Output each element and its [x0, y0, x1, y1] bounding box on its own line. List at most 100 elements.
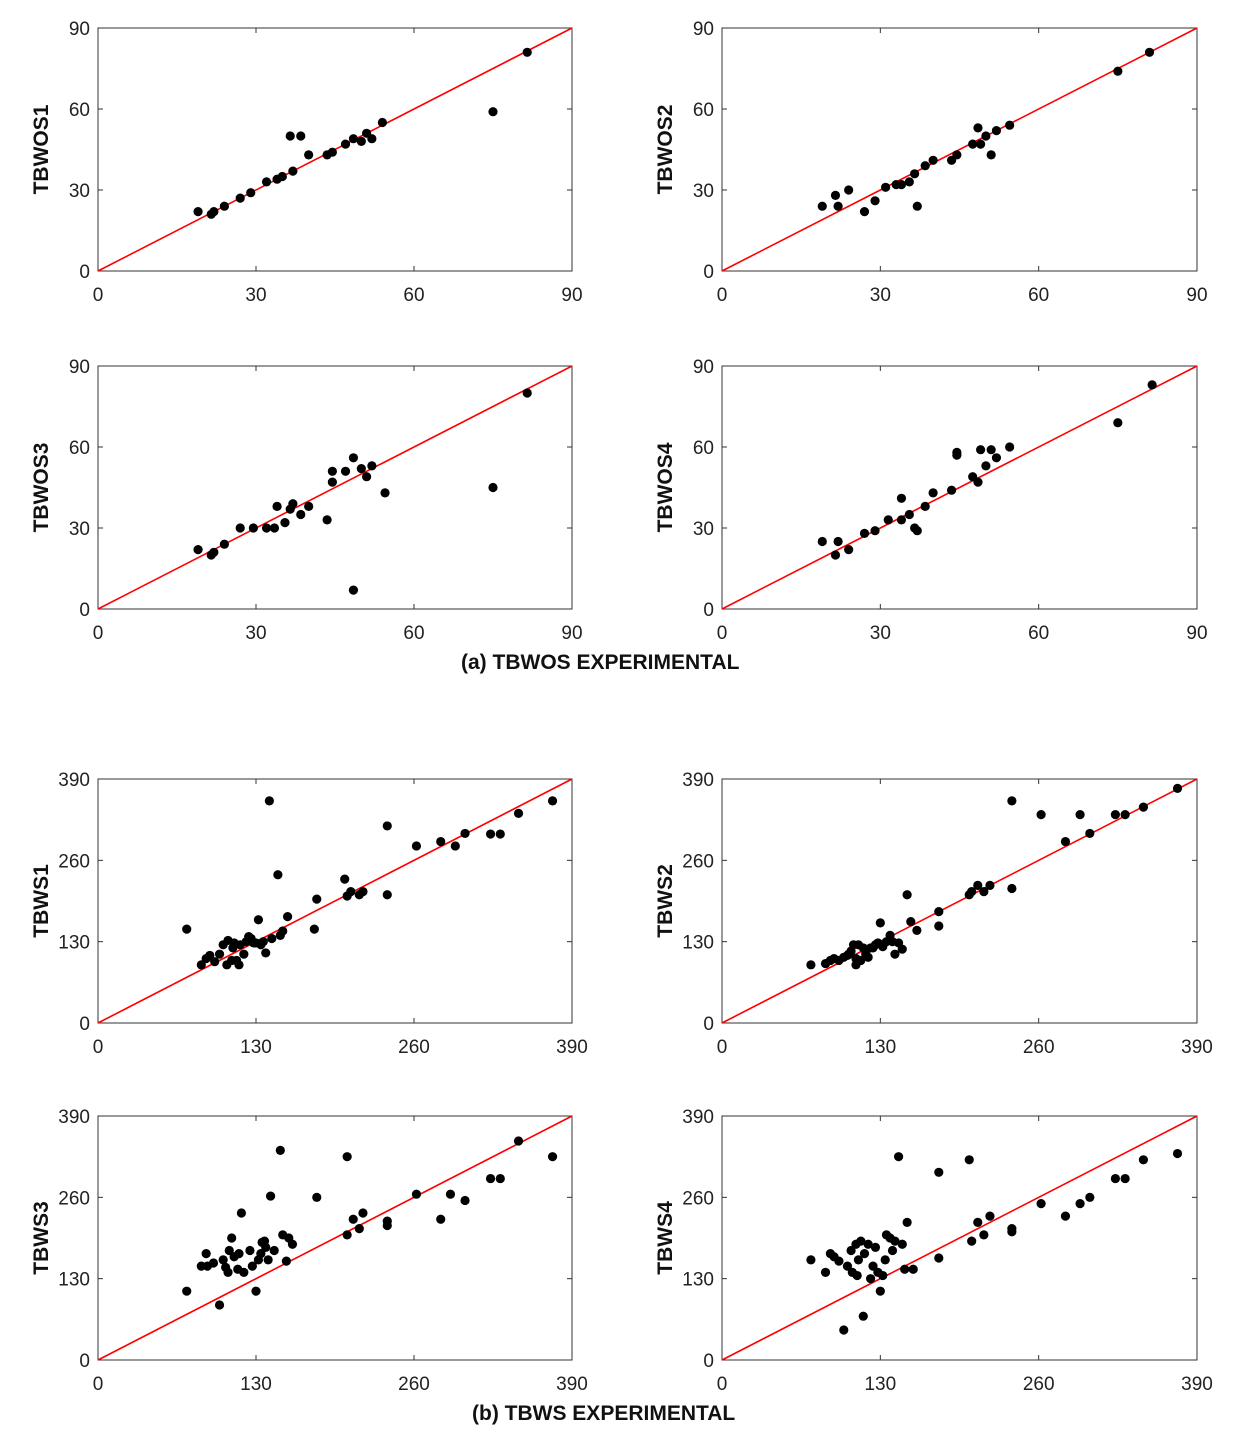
- scatter-point: [1144, 47, 1155, 57]
- scatter-point: [247, 1261, 257, 1271]
- scatter-point: [902, 1217, 912, 1227]
- scatter-point: [367, 134, 377, 144]
- scatter-point: [214, 1300, 225, 1310]
- scatter-point: [981, 131, 991, 141]
- scatter-point: [342, 1230, 352, 1240]
- y-axis-label: TBWS4: [654, 1201, 677, 1275]
- scatter-point: [239, 1267, 249, 1278]
- scatter-point: [920, 161, 930, 171]
- scatter-point: [382, 821, 392, 831]
- scatter-point: [856, 1236, 866, 1246]
- scatter-point: [908, 1264, 918, 1274]
- plot-frame: [97, 778, 573, 1024]
- scatter-point: [209, 547, 219, 557]
- scatter-point: [193, 545, 203, 555]
- y-tick-label: 260: [58, 851, 90, 872]
- x-tick-label: 30: [245, 285, 266, 306]
- scatter-point: [817, 536, 827, 547]
- x-tick-label: 260: [398, 1374, 430, 1395]
- plot-frame: [97, 365, 573, 610]
- y-tick-label: 90: [693, 357, 714, 378]
- y-tick-label: 260: [682, 851, 714, 872]
- scatter-point: [235, 193, 245, 203]
- scatter-point: [986, 150, 996, 160]
- y-axis-label: TBWOS3: [30, 443, 53, 533]
- scatter-point: [322, 515, 332, 525]
- scatter-point: [830, 190, 841, 200]
- scatter-point: [287, 1239, 298, 1249]
- y-tick-label: 260: [682, 1188, 714, 1209]
- scatter-point: [973, 880, 983, 890]
- x-tick-label: 30: [870, 623, 891, 644]
- scatter-point: [358, 1208, 368, 1218]
- scatter-point: [277, 171, 287, 182]
- y-tick-label: 260: [58, 1188, 90, 1209]
- scatter-point: [870, 1242, 881, 1252]
- scatter-point: [991, 126, 1002, 136]
- scatter-point: [450, 841, 460, 851]
- scatter-point: [920, 501, 930, 511]
- scatter-point: [833, 201, 843, 211]
- plot-frame: [97, 1115, 573, 1361]
- x-tick-label: 130: [864, 1374, 896, 1395]
- scatter-point: [436, 836, 446, 847]
- scatter-point: [214, 949, 225, 959]
- scatter-point: [253, 915, 264, 925]
- scatter-point: [894, 1152, 904, 1162]
- y-tick-label: 90: [69, 357, 90, 378]
- scatter-point: [806, 1255, 816, 1265]
- scatter-point: [1075, 1198, 1085, 1209]
- reference-line: [97, 778, 573, 1024]
- scatter-point: [348, 585, 359, 595]
- scatter-point: [380, 488, 390, 498]
- scatter-point: [342, 1152, 352, 1162]
- y-tick-label: 30: [693, 181, 714, 202]
- scatter-point: [261, 177, 272, 187]
- scatter-point: [844, 545, 854, 555]
- scatter-point: [382, 890, 392, 900]
- scatter-point: [870, 196, 880, 206]
- scatter-point: [210, 957, 220, 967]
- scatter-point: [547, 1152, 558, 1162]
- y-tick-label: 0: [703, 1351, 714, 1372]
- scatter-point: [348, 1214, 358, 1224]
- x-tick-label: 260: [398, 1037, 430, 1058]
- scatter-point: [1147, 380, 1157, 390]
- scatter-point: [218, 1255, 228, 1265]
- y-axis-label: TBWOS4: [654, 442, 677, 532]
- x-tick-label: 130: [240, 1037, 272, 1058]
- scatter-point: [1036, 810, 1046, 820]
- scatter-point: [952, 150, 962, 160]
- scatter-point: [910, 169, 920, 179]
- scatter-point: [1060, 836, 1071, 847]
- scatter-point: [868, 1261, 878, 1271]
- scatter-point: [258, 937, 268, 947]
- scatter-point: [261, 948, 271, 958]
- y-tick-label: 130: [682, 933, 714, 954]
- scatter-point: [312, 1192, 322, 1202]
- scatter-point: [436, 1214, 446, 1224]
- scatter-point: [281, 1256, 291, 1266]
- scatter-point: [209, 207, 219, 217]
- scatter-point: [976, 139, 986, 149]
- scatter-point: [411, 841, 422, 851]
- x-tick-label: 0: [717, 1374, 728, 1395]
- scatter-point: [934, 907, 944, 917]
- scatter-point: [263, 1255, 273, 1265]
- x-tick-label: 60: [403, 623, 424, 644]
- scatter-point: [833, 536, 843, 547]
- x-tick-label: 90: [561, 623, 582, 644]
- scatter-point: [859, 1249, 870, 1259]
- scatter-point: [264, 796, 274, 806]
- scatter-point: [182, 1286, 192, 1296]
- scatter-point: [356, 136, 366, 146]
- scatter-point: [234, 960, 244, 970]
- scatter-point: [985, 880, 995, 890]
- reference-line: [721, 365, 1198, 610]
- scatter-point: [952, 447, 962, 457]
- scatter-point: [327, 147, 337, 157]
- x-tick-label: 390: [1181, 1374, 1213, 1395]
- scatter-point: [934, 1167, 944, 1177]
- scatter-point: [863, 1239, 873, 1249]
- y-tick-label: 0: [703, 600, 714, 621]
